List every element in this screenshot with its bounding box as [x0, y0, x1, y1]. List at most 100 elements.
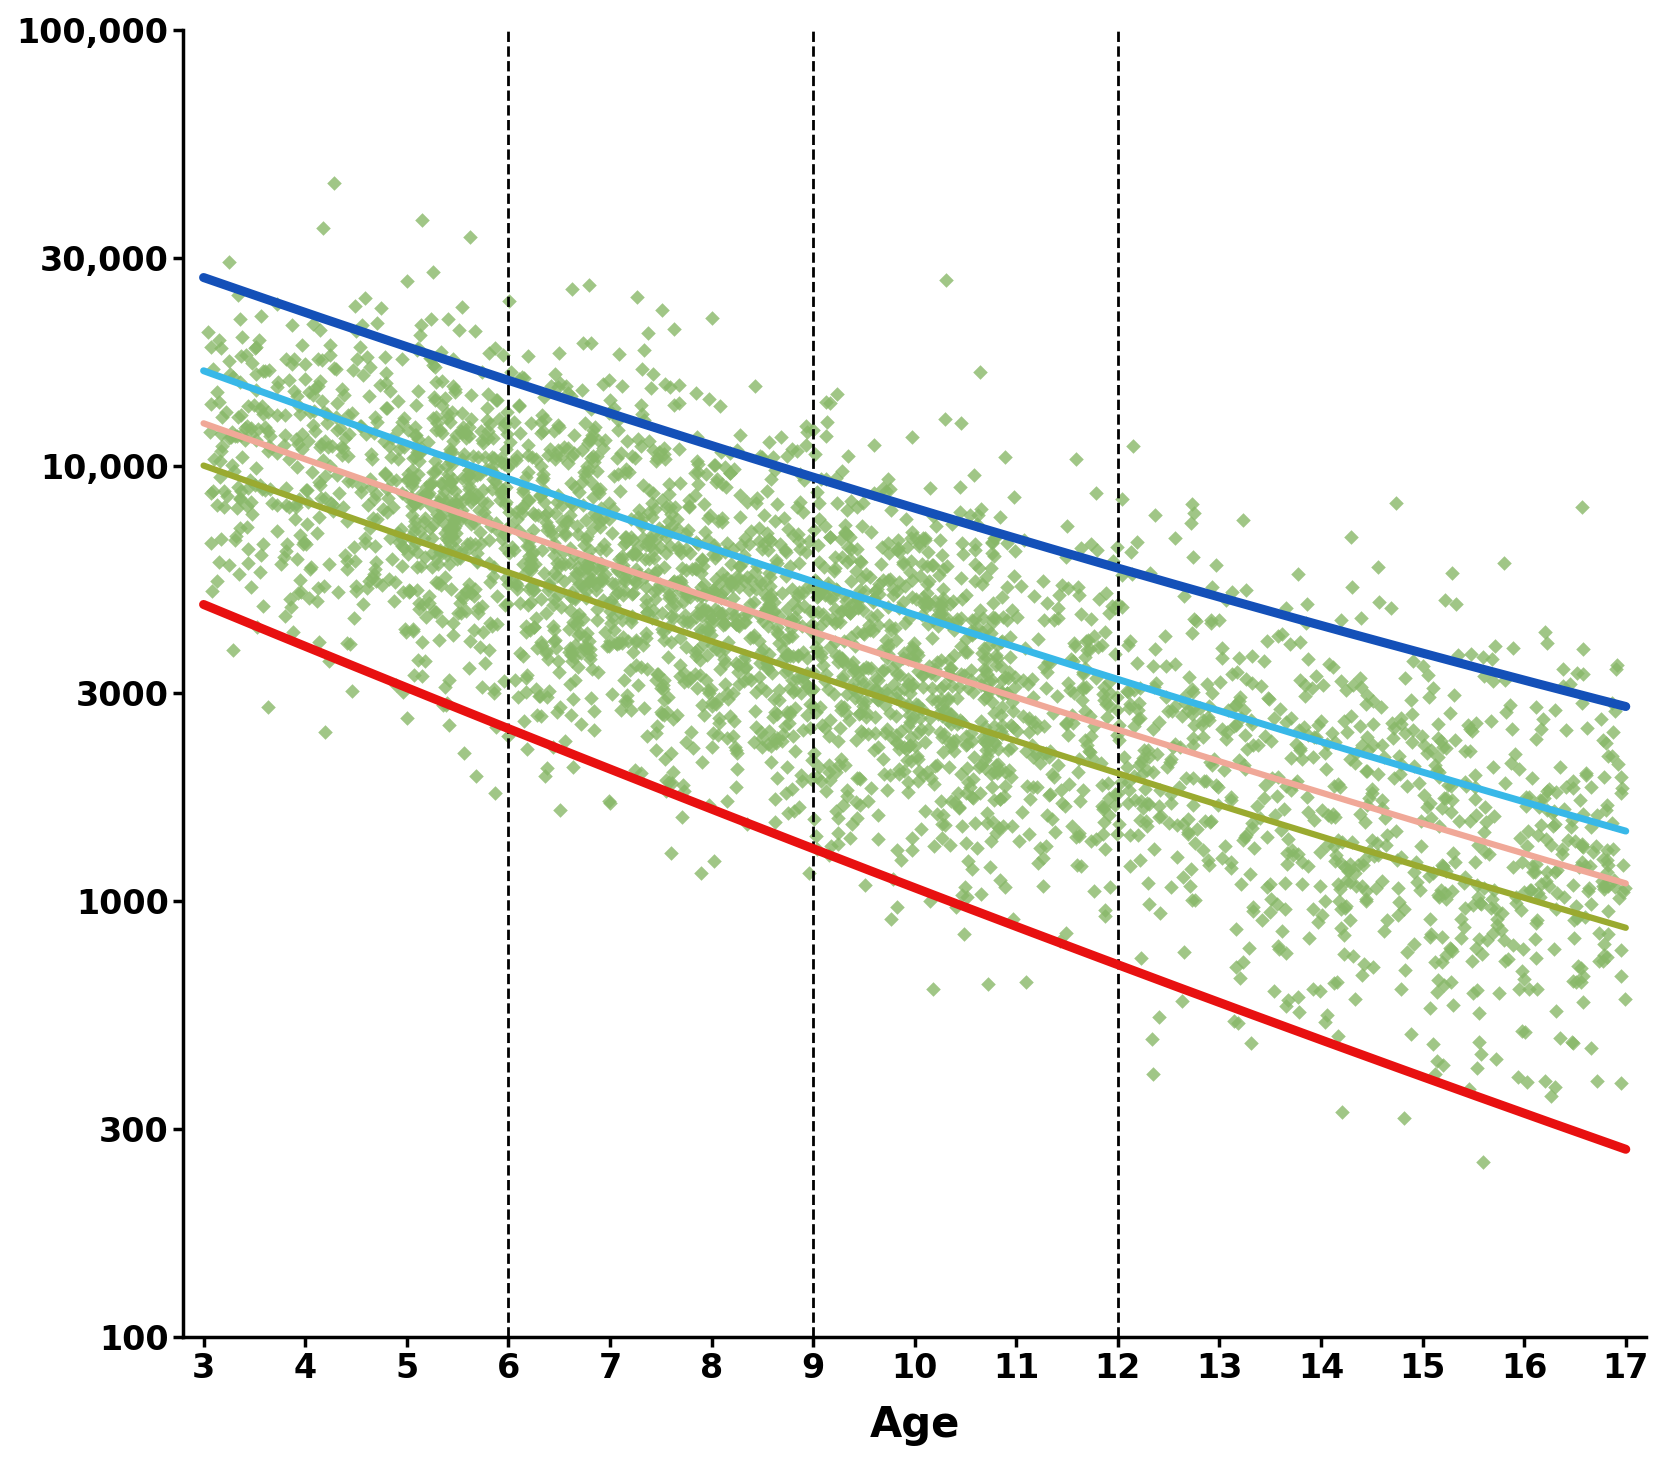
Point: [529, 468, 555, 492]
Point: [457, 512, 484, 535]
Point: [425, 456, 452, 480]
Point: [400, 514, 427, 537]
Point: [484, 585, 510, 609]
Point: [337, 632, 364, 655]
Point: [837, 537, 864, 560]
Point: [1508, 960, 1535, 983]
Point: [839, 593, 866, 616]
Point: [1083, 481, 1109, 505]
Point: [841, 670, 867, 693]
Point: [826, 753, 852, 777]
Point: [1329, 710, 1356, 733]
Point: [397, 525, 424, 549]
Point: [961, 768, 987, 791]
Point: [756, 657, 782, 680]
Point: [1233, 824, 1259, 847]
Point: [899, 521, 926, 544]
Point: [210, 496, 237, 519]
Point: [1066, 584, 1093, 607]
Point: [1211, 758, 1238, 781]
Point: [1196, 693, 1223, 717]
Point: [904, 745, 931, 768]
Point: [439, 401, 465, 424]
Point: [1491, 771, 1518, 794]
Point: [407, 519, 434, 543]
Point: [545, 415, 572, 439]
Point: [420, 461, 447, 484]
Point: [1566, 854, 1593, 878]
Point: [1264, 935, 1291, 958]
Point: [719, 598, 746, 622]
Point: [532, 408, 559, 432]
Point: [1078, 607, 1104, 631]
Point: [747, 676, 774, 699]
Point: [440, 347, 467, 370]
Point: [632, 593, 659, 616]
Point: [886, 762, 912, 786]
Point: [574, 454, 600, 477]
Point: [430, 693, 457, 717]
Point: [612, 689, 639, 712]
Point: [460, 619, 487, 642]
Point: [796, 862, 822, 885]
Point: [1288, 748, 1314, 771]
Point: [239, 351, 265, 375]
Point: [394, 468, 420, 492]
Point: [787, 764, 814, 787]
Point: [724, 654, 751, 677]
Point: [1493, 701, 1520, 724]
Point: [689, 598, 716, 622]
Point: [555, 436, 582, 459]
Point: [479, 614, 505, 638]
Point: [757, 565, 784, 588]
Point: [751, 531, 777, 554]
Point: [402, 492, 429, 515]
Point: [1541, 860, 1568, 884]
Point: [375, 568, 402, 591]
Point: [884, 651, 911, 674]
Point: [1261, 707, 1288, 730]
Point: [909, 527, 936, 550]
Point: [882, 724, 909, 748]
Point: [779, 578, 806, 601]
Point: [410, 527, 437, 550]
Point: [1523, 727, 1550, 751]
Point: [1348, 676, 1374, 699]
Point: [711, 651, 737, 674]
Point: [480, 467, 507, 490]
Point: [1128, 808, 1154, 831]
Point: [390, 537, 417, 560]
Point: [792, 540, 819, 563]
Point: [741, 730, 767, 753]
Point: [264, 404, 290, 427]
Point: [312, 429, 339, 452]
Point: [634, 575, 661, 598]
Point: [560, 645, 587, 669]
Point: [1328, 916, 1354, 939]
Point: [1434, 774, 1461, 797]
Point: [409, 484, 435, 508]
Point: [545, 483, 572, 506]
Point: [736, 578, 762, 601]
Point: [480, 426, 507, 449]
Point: [1148, 805, 1174, 828]
Point: [912, 595, 939, 619]
Point: [1353, 879, 1379, 903]
Point: [822, 799, 849, 822]
Point: [1426, 761, 1453, 784]
Point: [335, 470, 362, 493]
Point: [1318, 806, 1344, 830]
Point: [489, 478, 515, 502]
Point: [756, 528, 782, 552]
Point: [237, 575, 264, 598]
Point: [1575, 879, 1601, 903]
Point: [1233, 578, 1259, 601]
Point: [612, 559, 639, 582]
Point: [1429, 854, 1456, 878]
Point: [1046, 584, 1073, 607]
Point: [1198, 612, 1224, 635]
Point: [807, 467, 834, 490]
Point: [791, 594, 817, 617]
Point: [1049, 573, 1076, 597]
Point: [429, 394, 455, 417]
